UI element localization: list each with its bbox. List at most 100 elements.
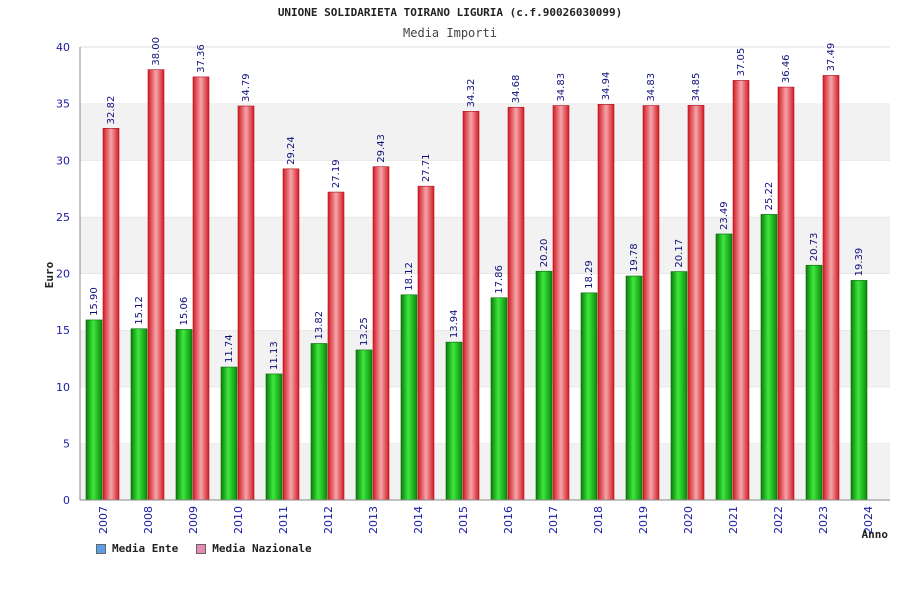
legend-swatch-icon [196, 543, 207, 554]
bar-media-ente-2010 [220, 366, 238, 501]
data-label: 34.79 [241, 73, 252, 102]
x-tick-label: 2021 [727, 506, 740, 534]
x-tick-label: 2011 [277, 506, 290, 534]
x-tick-label: 2019 [637, 506, 650, 534]
bar-media-ente-2013 [355, 349, 373, 501]
bar-media-nazionale-2020 [687, 105, 705, 501]
data-label: 37.05 [736, 48, 747, 77]
legend-item-media-nazionale: Media Nazionale [196, 542, 312, 555]
bar-media-nazionale-2016 [507, 106, 525, 501]
x-tick-label: 2024 [862, 506, 875, 534]
data-label: 34.68 [511, 75, 522, 104]
data-label: 29.24 [286, 136, 297, 165]
bar-media-ente-2018 [580, 292, 598, 501]
bar-media-nazionale-2017 [552, 105, 570, 501]
y-axis-label: Euro [43, 261, 56, 288]
x-tick-label: 2008 [142, 506, 155, 534]
data-label: 34.83 [556, 73, 567, 102]
x-axis-ticks: 2007 2008 2009 2010 2011 2012 2013 2014 2015 2016… [97, 506, 875, 534]
data-label: 36.46 [781, 54, 792, 83]
bar-media-nazionale-2023 [822, 75, 840, 501]
bar-media-nazionale-2019 [642, 105, 660, 501]
x-tick-label: 2016 [502, 506, 515, 534]
grid-band [80, 443, 890, 500]
x-tick-label: 2015 [457, 506, 470, 534]
bar-media-ente-2017 [535, 270, 553, 501]
data-label: 27.71 [421, 154, 432, 183]
bar-media-nazionale-2008 [147, 69, 165, 501]
y-tick-label: 15 [56, 324, 70, 337]
x-axis-label: Anno [862, 528, 889, 541]
bar-media-nazionale-2018 [597, 104, 615, 501]
data-label: 15.90 [89, 287, 100, 316]
data-label: 11.74 [224, 334, 235, 363]
data-label: 38.00 [151, 37, 162, 66]
bar-media-ente-2014 [400, 294, 418, 501]
data-label: 13.82 [314, 311, 325, 340]
bar-media-nazionale-2015 [462, 111, 480, 501]
value-labels: 15.90 32.82 15.12 38.00 15.06 37.36 11.74 34.79… [89, 37, 865, 370]
x-tick-label: 2018 [592, 506, 605, 534]
bar-media-nazionale-2021 [732, 80, 750, 501]
legend-item-media-ente: Media Ente [96, 542, 178, 555]
x-tick-label: 2010 [232, 506, 245, 534]
bar-media-nazionale-2013 [372, 166, 390, 501]
data-label: 20.20 [539, 239, 550, 268]
bar-media-ente-2022 [760, 214, 778, 501]
x-tick-label: 2022 [772, 506, 785, 534]
y-tick-label: 10 [56, 381, 70, 394]
data-label: 27.19 [331, 159, 342, 188]
data-label: 15.06 [179, 297, 190, 326]
bar-media-ente-2011 [265, 373, 283, 501]
data-label: 34.32 [466, 79, 477, 108]
x-tick-label: 2023 [817, 506, 830, 534]
grid-band [80, 330, 890, 387]
bar-media-ente-2024 [850, 280, 868, 501]
bar-media-nazionale-2011 [282, 168, 300, 501]
legend-swatch-icon [96, 543, 106, 554]
data-label: 13.94 [449, 309, 460, 338]
grid-band [80, 216, 890, 274]
x-tick-label: 2009 [187, 506, 200, 534]
bar-media-ente-2009 [175, 329, 193, 501]
data-label: 13.25 [359, 317, 370, 346]
data-label: 11.13 [269, 341, 280, 370]
x-tick-label: 2007 [97, 506, 110, 534]
y-axis-ticks: 0 5 10 15 20 25 30 35 40 [56, 41, 70, 507]
data-label: 34.83 [646, 73, 657, 102]
bar-media-nazionale-2010 [237, 105, 255, 501]
data-label: 17.86 [494, 265, 505, 294]
bar-media-ente-2020 [670, 271, 688, 501]
data-label: 34.85 [691, 73, 702, 102]
bars [85, 69, 868, 501]
bar-media-ente-2023 [805, 264, 823, 501]
y-tick-label: 30 [56, 154, 70, 167]
data-label: 23.49 [719, 201, 730, 230]
data-label: 18.12 [404, 262, 415, 291]
data-label: 19.39 [854, 248, 865, 277]
data-label: 32.82 [106, 96, 117, 125]
grid-band [80, 103, 890, 161]
x-tick-label: 2012 [322, 506, 335, 534]
grid-band [80, 386, 890, 444]
x-tick-label: 2020 [682, 506, 695, 534]
y-tick-label: 20 [56, 268, 70, 281]
bar-media-ente-2016 [490, 297, 508, 501]
grid-band [80, 47, 890, 104]
bar-media-ente-2021 [715, 233, 733, 501]
bar-media-ente-2012 [310, 343, 328, 501]
chart-subtitle: Media Importi [403, 26, 497, 40]
legend-label: Media Nazionale [212, 542, 312, 555]
y-tick-label: 40 [56, 41, 70, 54]
y-tick-label: 25 [56, 211, 70, 224]
data-label: 15.12 [134, 296, 145, 325]
bar-media-nazionale-2022 [777, 86, 795, 501]
legend: Media Ente Media Nazionale [96, 542, 312, 555]
bar-media-ente-2019 [625, 275, 643, 501]
bar-media-nazionale-2007 [102, 128, 120, 501]
x-tick-label: 2013 [367, 506, 380, 534]
data-label: 20.17 [674, 239, 685, 268]
grid-bands [80, 46, 890, 500]
data-label: 37.36 [196, 44, 207, 73]
data-label: 18.29 [584, 260, 595, 289]
